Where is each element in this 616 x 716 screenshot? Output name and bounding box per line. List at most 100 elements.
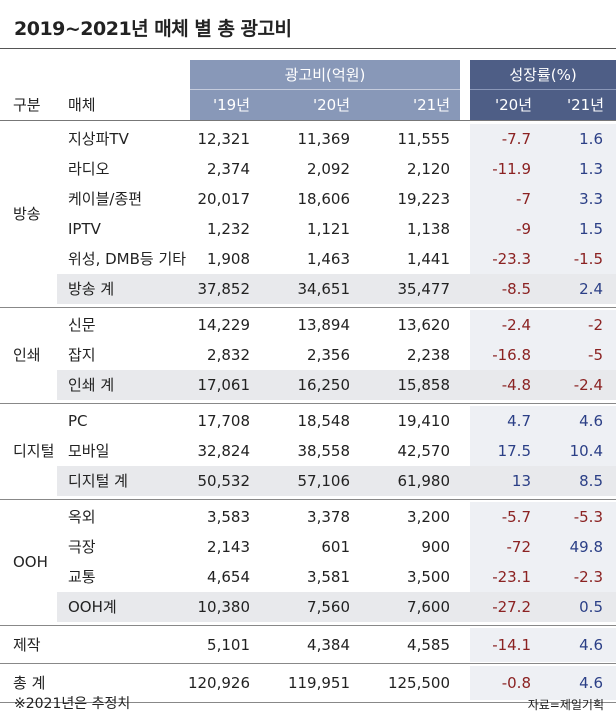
table-cell-g20: 4.7 xyxy=(507,412,531,430)
media-label: 라디오 xyxy=(68,160,110,178)
table-cell-v20: 1,463 xyxy=(307,250,350,268)
total-cell-v19: 50,532 xyxy=(197,472,251,490)
table-cell-g21: 1.5 xyxy=(579,220,603,238)
production-cell-g20: -14.1 xyxy=(492,636,531,654)
table-cell-v19: 2,143 xyxy=(207,538,250,556)
table-cell-g20: -7.7 xyxy=(501,130,531,148)
media-label: 케이블/종편 xyxy=(68,190,143,208)
category-label: 총 계 xyxy=(13,674,46,692)
table-cell-g20: -23.1 xyxy=(492,568,531,586)
production-cell-v20: 4,384 xyxy=(307,636,350,654)
production-cell-g21: 4.6 xyxy=(579,636,603,654)
header-year-21: '21년 xyxy=(412,96,450,114)
media-label: 극장 xyxy=(68,538,96,556)
production-cell-v19: 5,101 xyxy=(207,636,250,654)
table-cell-v21: 1,441 xyxy=(407,250,450,268)
total-cell-g20: -8.5 xyxy=(501,280,531,298)
table-cell-g20: -16.8 xyxy=(492,346,531,364)
table-cell-v19: 32,824 xyxy=(197,442,251,460)
production-cell-v21: 4,585 xyxy=(407,636,450,654)
bottom-divider xyxy=(0,702,616,703)
table-cell-v19: 17,708 xyxy=(197,412,251,430)
table-cell-v20: 3,581 xyxy=(307,568,350,586)
grand-total-cell-g21: 4.6 xyxy=(579,674,603,692)
table-cell-v20: 18,606 xyxy=(297,190,351,208)
table-cell-v19: 2,374 xyxy=(207,160,250,178)
table-cell-v21: 2,238 xyxy=(407,346,450,364)
group-divider xyxy=(0,403,616,404)
grand-total-cell-v21: 125,500 xyxy=(387,674,450,692)
table-cell-v20: 601 xyxy=(321,538,350,556)
header-growth-21: '21년 xyxy=(566,96,604,114)
header-year-19: '19년 xyxy=(212,96,250,114)
media-label: 옥외 xyxy=(68,508,96,526)
media-label: PC xyxy=(68,412,88,430)
table-cell-g21: 1.3 xyxy=(579,160,603,178)
category-label: 인쇄 xyxy=(13,346,41,364)
header-media: 매체 xyxy=(68,96,96,114)
total-cell-g21: 2.4 xyxy=(579,280,603,298)
growth-column-bg xyxy=(470,310,616,370)
source-credit: 자료=제일기획 xyxy=(527,698,604,712)
table-cell-g20: -9 xyxy=(516,220,531,238)
total-cell-v21: 61,980 xyxy=(397,472,451,490)
table-cell-v19: 4,654 xyxy=(207,568,250,586)
total-row-bg xyxy=(57,274,616,304)
header-ad-group: 광고비(억원) xyxy=(190,60,460,90)
media-label: 신문 xyxy=(68,316,96,334)
table-cell-g20: -23.3 xyxy=(492,250,531,268)
table-cell-g20: -2.4 xyxy=(501,316,531,334)
table-cell-v21: 3,200 xyxy=(407,508,450,526)
total-label: 디지털 계 xyxy=(68,472,128,490)
media-label: 모바일 xyxy=(68,442,110,460)
total-cell-g20: -27.2 xyxy=(492,598,531,616)
total-cell-v20: 7,560 xyxy=(307,598,350,616)
total-cell-v20: 34,651 xyxy=(297,280,351,298)
total-row-bg xyxy=(57,466,616,496)
growth-column-bg xyxy=(470,502,616,592)
group-divider xyxy=(0,663,616,664)
table-cell-g20: -72 xyxy=(506,538,532,556)
table-cell-v20: 2,356 xyxy=(307,346,350,364)
total-cell-v19: 10,380 xyxy=(197,598,251,616)
total-cell-v20: 57,106 xyxy=(297,472,351,490)
media-label: 위성, DMB등 기타 xyxy=(68,250,187,268)
table-cell-g21: 4.6 xyxy=(579,412,603,430)
table-cell-v20: 13,894 xyxy=(297,316,351,334)
media-label: 지상파TV xyxy=(68,130,129,148)
total-row-bg xyxy=(57,370,616,400)
growth-column-bg xyxy=(470,124,616,274)
growth-column-bg xyxy=(470,666,616,700)
table-cell-v19: 3,583 xyxy=(207,508,250,526)
total-label: 방송 계 xyxy=(68,280,115,298)
grand-total-cell-g20: -0.8 xyxy=(501,674,531,692)
growth-column-bg xyxy=(470,628,616,662)
total-row-bg xyxy=(57,592,616,622)
category-label: 디지털 xyxy=(13,442,55,460)
table-cell-g21: -5.3 xyxy=(573,508,603,526)
header-year-20: '20년 xyxy=(312,96,350,114)
total-cell-v19: 37,852 xyxy=(197,280,251,298)
table-cell-g21: -2 xyxy=(588,316,603,334)
table-cell-v21: 2,120 xyxy=(407,160,450,178)
total-cell-v21: 15,858 xyxy=(397,376,451,394)
grand-total-cell-v20: 119,951 xyxy=(287,674,350,692)
table-cell-v21: 3,500 xyxy=(407,568,450,586)
total-cell-v19: 17,061 xyxy=(197,376,251,394)
table-title: 2019~2021년 매체 별 총 광고비 xyxy=(14,18,292,40)
table-cell-v20: 18,548 xyxy=(297,412,351,430)
table-cell-g21: 49.8 xyxy=(569,538,603,556)
table-cell-v19: 2,832 xyxy=(207,346,250,364)
table-cell-g21: -5 xyxy=(588,346,603,364)
media-label: 교통 xyxy=(68,568,96,586)
table-cell-g21: -1.5 xyxy=(573,250,603,268)
table-cell-v19: 14,229 xyxy=(197,316,251,334)
total-cell-v20: 16,250 xyxy=(297,376,351,394)
total-cell-g21: 0.5 xyxy=(579,598,603,616)
header-growth-band xyxy=(470,60,616,120)
total-cell-g20: -4.8 xyxy=(501,376,531,394)
grand-total-cell-v19: 120,926 xyxy=(187,674,250,692)
table-cell-v20: 1,121 xyxy=(307,220,350,238)
table-cell-v20: 2,092 xyxy=(307,160,350,178)
table-cell-g21: 10.4 xyxy=(569,442,603,460)
